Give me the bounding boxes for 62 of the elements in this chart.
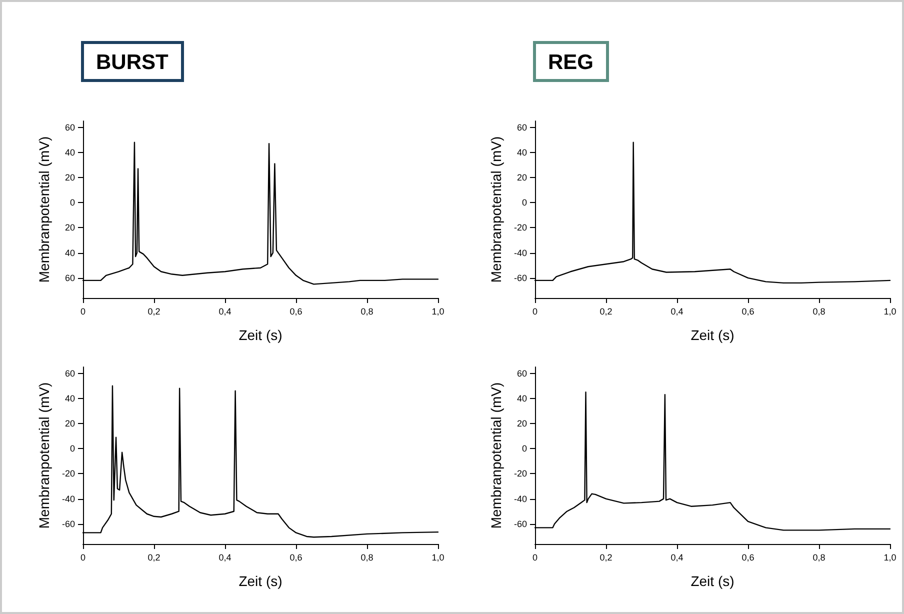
x-tick-label: 0,2 (148, 306, 160, 316)
y-tick-label: 60 (516, 368, 527, 378)
x-tick-label: 1,0 (432, 552, 444, 562)
y-tick-label: 40 (64, 393, 75, 404)
x-tick-label: 0,4 (670, 552, 684, 562)
y-tick-label: 40 (64, 248, 75, 258)
chart-title: BURST (96, 51, 169, 74)
y-axis-title: Membranpotential (mV) (488, 382, 504, 529)
y-tick-label: 0 (522, 198, 527, 208)
y-tick-label: -20 (62, 468, 75, 479)
y-tick-label: -60 (62, 518, 75, 529)
x-tick-label: 0 (532, 306, 538, 316)
y-tick-label: 60 (516, 122, 527, 132)
y-tick-label: 20 (516, 418, 527, 428)
x-tick-label: 0,4 (218, 306, 232, 316)
y-tick-label: -40 (514, 248, 527, 258)
x-axis-title: Zeit (s) (690, 327, 734, 343)
y-tick-label: -40 (514, 494, 527, 504)
y-tick-label: -20 (514, 468, 527, 479)
x-tick-label: 0,8 (812, 552, 826, 562)
y-tick-label: 20 (64, 172, 75, 182)
x-tick-label: 0,8 (812, 306, 826, 316)
y-tick-label: 20 (516, 172, 527, 182)
x-tick-label: 0,4 (670, 306, 684, 316)
y-tick-label: -40 (62, 494, 75, 504)
x-tick-label: 0 (80, 306, 86, 316)
x-tick-label: 0 (532, 552, 538, 562)
x-tick-label: 0,8 (360, 306, 374, 316)
x-axis-title: Zeit (s) (238, 573, 282, 589)
x-axis-title: Zeit (s) (690, 573, 734, 589)
y-axis-title: Membranpotential (mV) (36, 382, 52, 529)
y-tick-label: 40 (64, 147, 75, 158)
x-tick-label: 1,0 (884, 552, 896, 562)
y-tick-label: -60 (514, 518, 527, 529)
x-tick-label: 1,0 (432, 306, 444, 316)
y-tick-label: 20 (64, 222, 75, 233)
x-tick-label: 0,2 (600, 552, 612, 562)
y-tick-label: 20 (64, 418, 75, 428)
y-tick-label: 0 (70, 444, 75, 454)
y-tick-label: 60 (64, 368, 75, 378)
x-tick-label: 0,2 (148, 552, 160, 562)
y-axis-title: Membranpotential (mV) (488, 136, 504, 283)
x-tick-label: 1,0 (884, 306, 896, 316)
chart-title: REG (548, 51, 594, 74)
x-tick-label: 0,2 (600, 306, 612, 316)
y-tick-label: 40 (516, 147, 527, 158)
x-tick-label: 0,6 (290, 306, 302, 316)
x-tick-label: 0,6 (290, 552, 302, 562)
y-tick-label: 60 (64, 122, 75, 132)
y-tick-label: 60 (64, 272, 75, 283)
y-axis-title: Membranpotential (mV) (36, 136, 52, 283)
y-tick-label: 40 (516, 393, 527, 404)
x-tick-label: 0,6 (742, 552, 754, 562)
x-axis-title: Zeit (s) (238, 327, 282, 343)
y-tick-label: 0 (70, 198, 75, 208)
y-tick-label: -60 (514, 272, 527, 283)
x-tick-label: 0,6 (742, 306, 754, 316)
x-tick-label: 0 (80, 552, 86, 562)
x-tick-label: 0,4 (218, 552, 232, 562)
x-tick-label: 0,8 (360, 552, 374, 562)
y-tick-label: 0 (522, 444, 527, 454)
y-tick-label: -20 (514, 222, 527, 233)
